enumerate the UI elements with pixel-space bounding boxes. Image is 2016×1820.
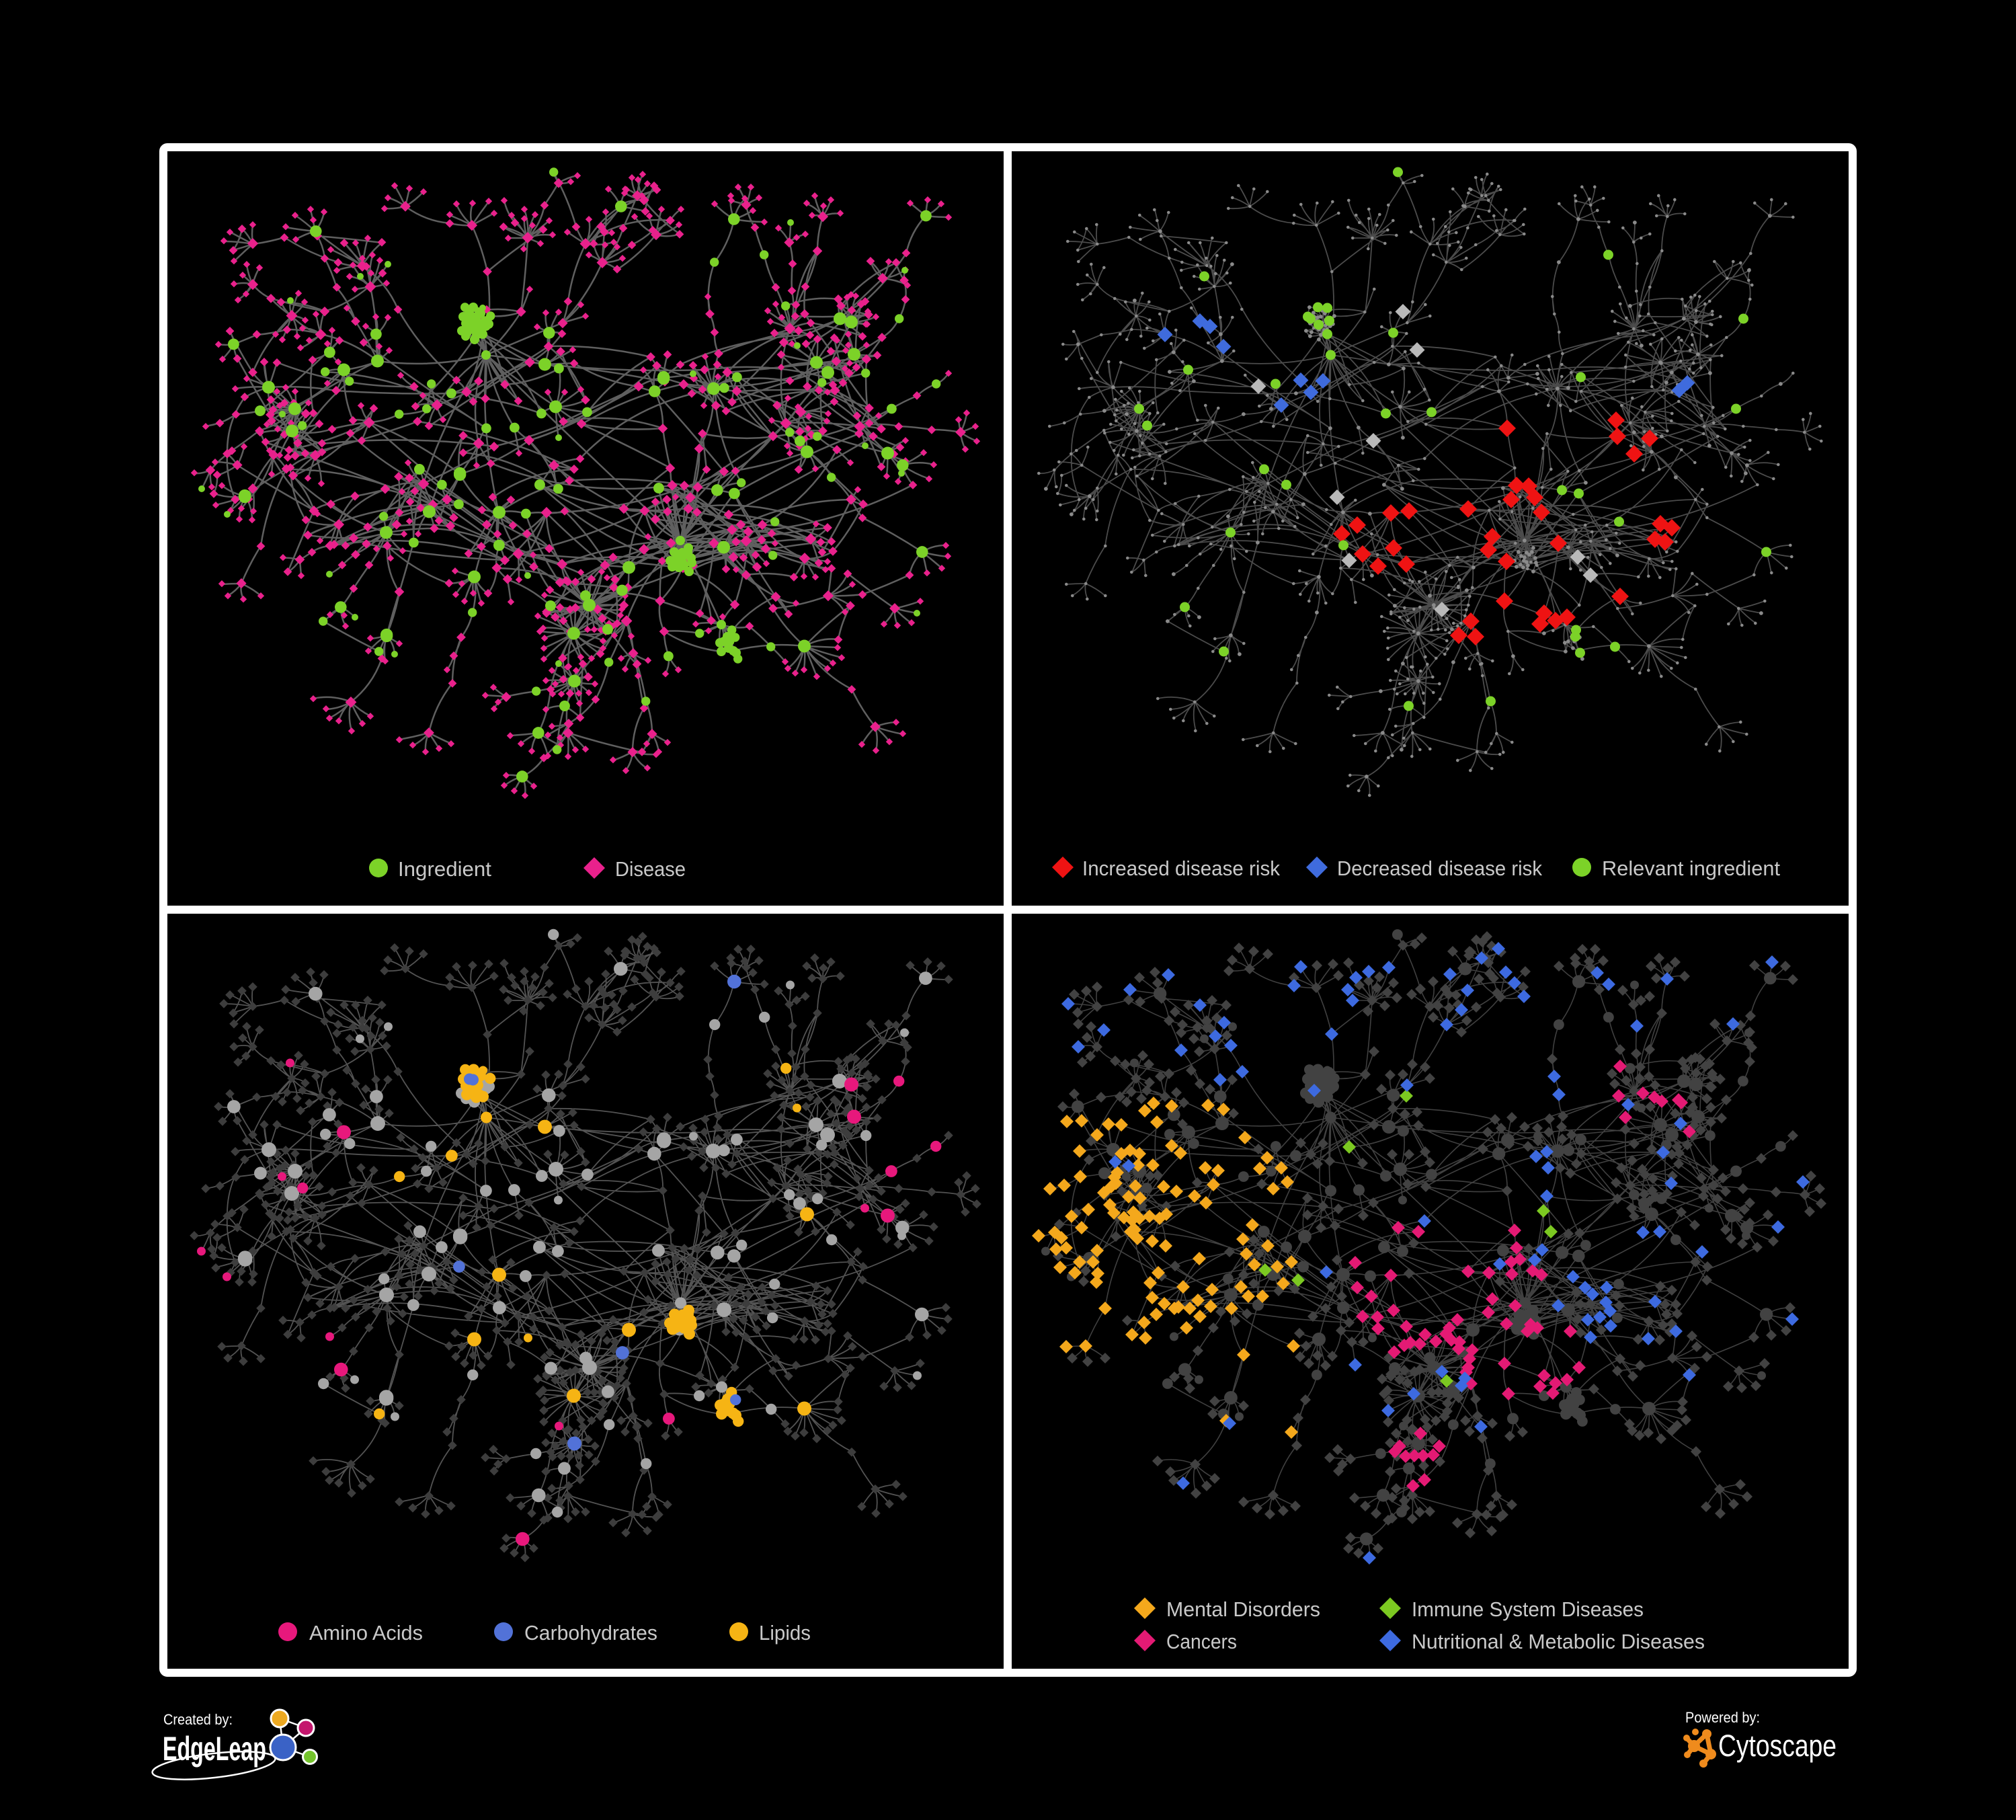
- svg-text:EdgeLeap: EdgeLeap: [163, 1730, 266, 1768]
- svg-text:Cancers: Cancers: [1166, 1630, 1237, 1653]
- svg-text:Carbohydrates: Carbohydrates: [524, 1621, 657, 1645]
- svg-text:Relevant ingredient: Relevant ingredient: [1602, 857, 1780, 880]
- svg-text:Cytoscape: Cytoscape: [1718, 1729, 1837, 1763]
- svg-text:Lipids: Lipids: [759, 1621, 811, 1645]
- svg-text:Increased disease risk: Increased disease risk: [1082, 857, 1280, 880]
- svg-text:Ingredient: Ingredient: [398, 857, 491, 881]
- svg-text:Powered by:: Powered by:: [1685, 1709, 1760, 1726]
- svg-text:Amino Acids: Amino Acids: [309, 1621, 423, 1645]
- svg-text:Immune System Diseases: Immune System Diseases: [1412, 1597, 1644, 1621]
- svg-text:Mental Disorders: Mental Disorders: [1166, 1597, 1320, 1621]
- svg-text:Decreased disease risk: Decreased disease risk: [1337, 857, 1542, 880]
- svg-text:Nutritional & Metabolic Diseas: Nutritional & Metabolic Diseases: [1412, 1630, 1705, 1653]
- svg-text:Disease: Disease: [615, 857, 686, 881]
- svg-text:Created by:: Created by:: [163, 1711, 233, 1728]
